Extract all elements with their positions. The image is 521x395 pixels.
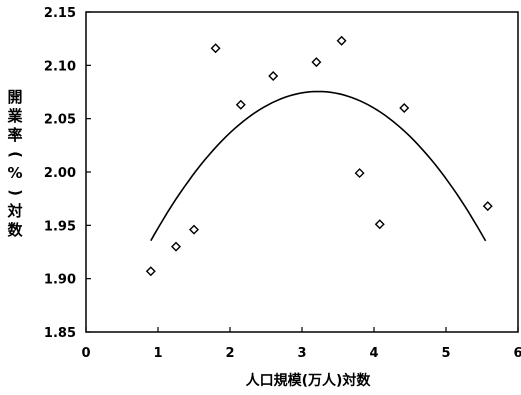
y-tick-label: 1.95 [44,219,76,234]
x-tick-label: 6 [513,346,521,361]
data-point [268,71,279,81]
y-axis-label-char: ) [6,189,25,196]
x-axis-label: 人口規模(万人)対数 [245,373,371,389]
data-point [311,57,322,68]
y-tick-label: 1.90 [44,273,76,288]
x-tick-label: 4 [369,346,378,361]
y-axis-label-char: 数 [7,221,23,239]
data-point [399,103,410,113]
y-tick-label: 2.00 [44,166,76,181]
data-point [171,241,181,252]
y-axis-label-char: 対 [7,202,23,220]
data-point [354,168,365,179]
y-axis-label-char: % [7,164,23,182]
data-point [210,43,221,54]
data-point [189,224,199,235]
data-point [145,266,156,277]
x-tick-label: 2 [225,346,234,361]
quadratic-trendline [150,90,487,242]
y-axis-label-char: 率 [7,126,23,144]
x-axis-label-wrap: 人口規模(万人)対数 [0,370,521,390]
y-axis-label: 開業率 (%) 対数 [4,88,26,240]
data-point [336,35,347,46]
x-tick-label: 1 [153,346,162,361]
y-axis-label-char: 業 [7,107,23,125]
data-point [374,219,385,230]
y-tick-label: 2.05 [44,113,76,128]
y-axis-label-char: 開 [7,88,23,106]
x-tick-label: 0 [81,346,90,361]
x-tick-label: 3 [297,346,306,361]
data-point [235,99,246,110]
y-tick-label: 2.15 [44,6,76,21]
x-tick-label: 5 [441,346,450,361]
y-tick-label: 2.10 [44,59,76,74]
plot-area-frame [85,11,519,333]
data-point [482,201,493,212]
y-axis-label-char: ( [6,151,25,158]
y-tick-label: 1.85 [44,326,76,341]
